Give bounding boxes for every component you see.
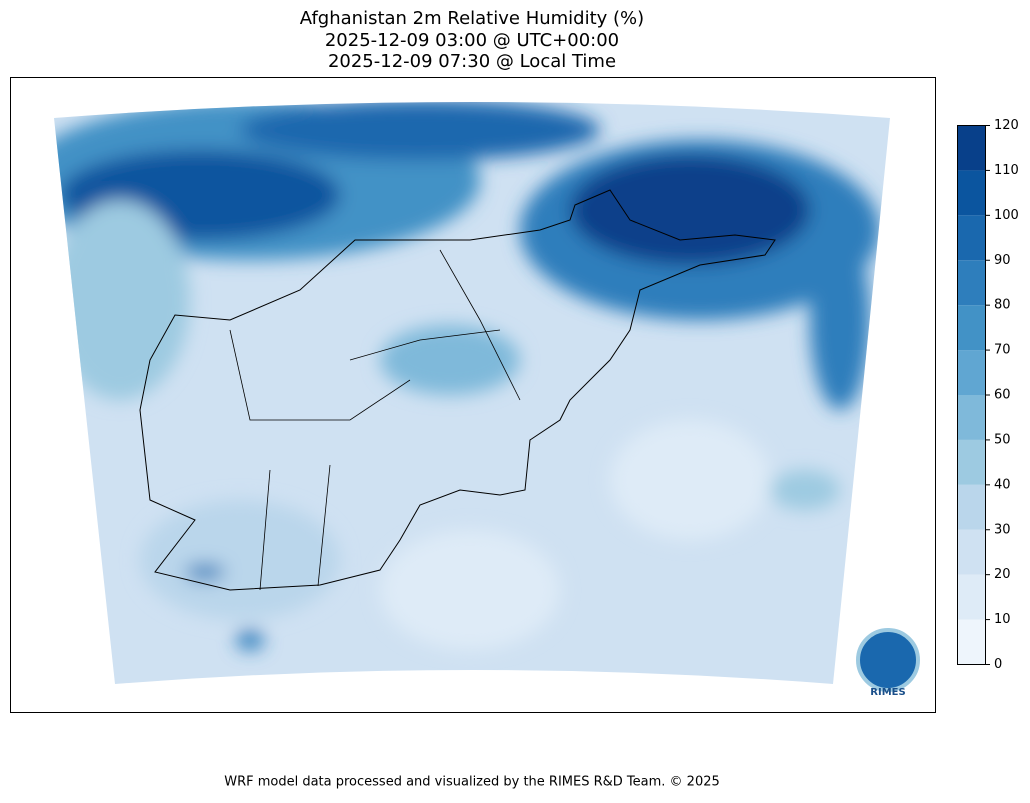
colorbar-tick-label: 40 [994, 477, 1011, 492]
colorbar-bin [957, 215, 986, 261]
footer: WRF model data processed and visualized … [224, 775, 720, 790]
colorbar-bin [957, 305, 986, 351]
colorbar: 0 10 20 30 40 50 60 70 80 90 100 110 120 [957, 118, 1019, 672]
colorbar-tick-label: 10 [994, 612, 1011, 627]
logo [856, 628, 920, 692]
country-border [139, 189, 776, 591]
colorbar-tick-label: 110 [994, 163, 1019, 178]
colorbar-tick-label: 50 [994, 432, 1011, 447]
title-line: 2025-12-09 03:00 @ UTC+00:00 [325, 30, 619, 51]
colorbar-tick-label: 100 [994, 208, 1019, 223]
colorbar-tick-label: 0 [994, 657, 1002, 672]
colorbar-tick-label: 120 [994, 118, 1019, 133]
colorbar-bin [957, 574, 986, 620]
colorbar-bin [957, 350, 986, 395]
humidity-field [54, 102, 890, 684]
colorbar-frame [957, 125, 986, 665]
colorbar-tick-label: 60 [994, 388, 1011, 403]
colorbar-bin [957, 170, 986, 216]
colorbar-bin [957, 529, 986, 575]
colorbar-bin [957, 395, 986, 440]
colorbar-bin [957, 484, 986, 530]
colorbar-bin [957, 125, 986, 171]
title-line: Afghanistan 2m Relative Humidity (%) [300, 8, 644, 29]
title-line: 2025-12-09 07:30 @ Local Time [328, 51, 616, 72]
colorbar-bin [957, 260, 986, 306]
colorbar-bin [957, 619, 986, 665]
colorbar-tick-label: 90 [994, 253, 1011, 268]
colorbar-bin [957, 439, 986, 485]
province-borders [229, 249, 521, 591]
colorbar-tick-label: 20 [994, 567, 1011, 582]
colorbar-tick-label: 30 [994, 522, 1011, 537]
colorbar-tick-label: 70 [994, 343, 1011, 358]
logo-text: RIMES [870, 687, 905, 698]
colorbar-tick-label: 80 [994, 298, 1011, 313]
